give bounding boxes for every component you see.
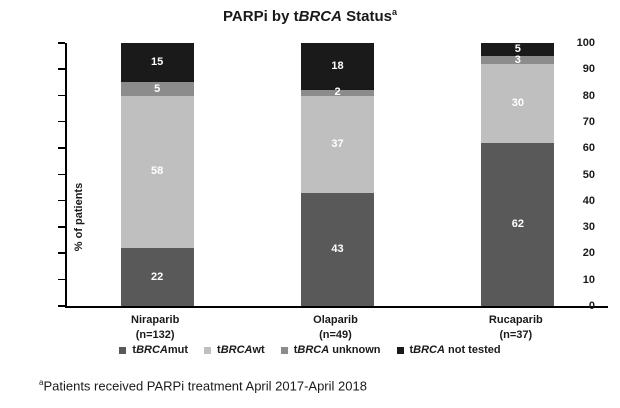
- bar-olaparib: 18 2 37 43: [301, 43, 374, 306]
- footnote: aPatients received PARPi treatment April…: [39, 378, 367, 394]
- y-tick-label: 40: [582, 194, 595, 207]
- legend-item: tBRCAwt: [204, 344, 265, 356]
- segment-value-label: 2: [334, 86, 341, 99]
- legend-label: tBRCA unknown: [293, 344, 381, 356]
- segment-value-label: 58: [151, 165, 164, 178]
- y-tick: [58, 305, 65, 307]
- segment-value-label: 22: [151, 270, 164, 283]
- category-label: Niraparib (n=132): [65, 313, 245, 343]
- y-tick: [58, 199, 65, 202]
- y-tick: [58, 42, 65, 44]
- y-tick: [58, 278, 65, 281]
- bar-segment: 30: [481, 64, 555, 143]
- y-tick-label: 70: [582, 115, 595, 128]
- y-tick: [58, 68, 65, 70]
- bar-segment: 5: [481, 43, 555, 57]
- segment-value-label: 43: [331, 242, 344, 255]
- y-tick: [58, 147, 65, 149]
- bar-segment: 3: [481, 53, 555, 66]
- legend-item: tBRCAmut: [119, 344, 188, 356]
- segment-value-label: 37: [331, 137, 344, 150]
- segment-value-label: 15: [151, 56, 164, 69]
- y-tick-label: 20: [582, 247, 595, 260]
- legend-swatch-icon: [280, 346, 288, 354]
- legend-label: tBRCA not tested: [409, 344, 501, 356]
- category-n: (n=49): [319, 329, 352, 341]
- bar-segment: 22: [120, 248, 194, 306]
- legend-item: tBRCA unknown: [280, 344, 381, 356]
- legend-item: tBRCA not tested: [396, 344, 501, 356]
- bar-segment: 5: [120, 82, 194, 96]
- category-name: Rucaparib: [488, 314, 543, 326]
- category-n: (n=37): [499, 329, 533, 341]
- legend-label: tBRCAwt: [217, 344, 265, 356]
- y-tick: [58, 252, 65, 254]
- legend-swatch-icon: [119, 346, 127, 354]
- y-tick: [58, 226, 65, 228]
- bar-rucaparib: 5 3 30 62: [481, 43, 555, 306]
- y-tick: [58, 120, 65, 123]
- y-tick-label: 90: [582, 63, 595, 76]
- category-label: Olaparib (n=49): [245, 313, 425, 343]
- bar-segment: 37: [301, 95, 374, 193]
- bar-segment: 62: [481, 142, 555, 306]
- y-tick-label: 100: [576, 37, 595, 49]
- y-tick-label: 0: [588, 300, 595, 312]
- bar-segment: 2: [301, 86, 374, 99]
- bar-segment: 15: [120, 43, 194, 83]
- y-tick: [58, 173, 65, 175]
- x-axis-labels: Niraparib (n=132) Olaparib (n=49) Rucaparib (…: [65, 313, 606, 343]
- category-name: Olaparib: [313, 314, 358, 326]
- segment-value-label: 62: [511, 217, 524, 230]
- chart-title: PARPi by tBRCA Statusa: [223, 7, 397, 25]
- legend-swatch-icon: [204, 346, 212, 354]
- bar-segment: 43: [301, 192, 374, 306]
- y-tick-label: 30: [582, 221, 595, 234]
- y-tick-label: 80: [582, 89, 595, 102]
- bar-segment: 58: [120, 95, 194, 249]
- category-name: Niraparib: [131, 314, 180, 326]
- segment-value-label: 5: [514, 43, 521, 56]
- legend-label: tBRCAmut: [132, 344, 189, 356]
- y-tick-label: 60: [582, 142, 595, 155]
- plot-area: % of patients 100 90 80 70 60 50 40 30 20 10 0 15 5…: [58, 37, 608, 312]
- y-tick-label: 50: [582, 168, 595, 181]
- legend-swatch-icon: [396, 346, 404, 354]
- y-axis-title: % of patients: [73, 182, 85, 252]
- legend: tBRCAmut tBRCAwt tBRCA unknown tBRCA not te…: [0, 344, 620, 356]
- segment-value-label: 5: [154, 82, 161, 95]
- segment-value-label: 30: [511, 96, 524, 109]
- bar-niraparib: 15 5 58 22: [120, 43, 194, 306]
- y-tick: [58, 94, 65, 97]
- bar-segment: 18: [301, 43, 374, 91]
- segment-value-label: 18: [331, 60, 344, 73]
- y-tick-label: 10: [582, 273, 595, 286]
- segment-value-label: 3: [514, 53, 521, 66]
- category-n: (n=132): [135, 329, 175, 341]
- category-label: Rucaparib (n=37): [426, 313, 606, 343]
